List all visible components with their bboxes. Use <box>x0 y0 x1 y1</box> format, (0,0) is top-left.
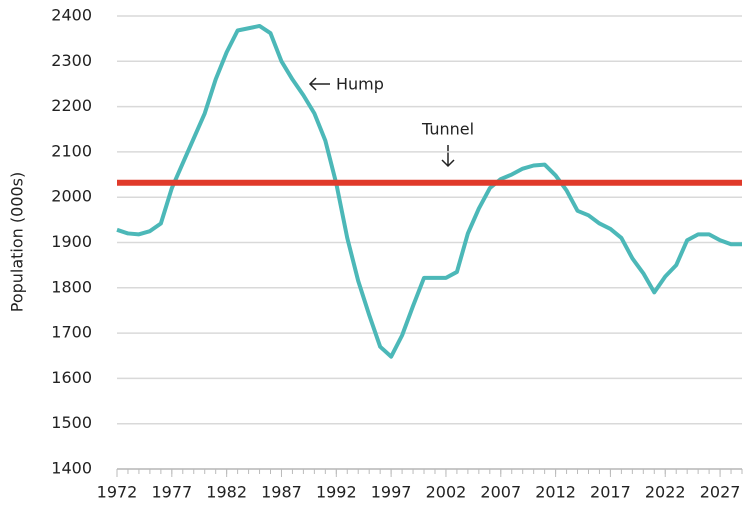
y-axis-label: Population (000s) <box>8 172 27 313</box>
x-tick-label: 1992 <box>316 483 357 502</box>
tunnel-annotation: Tunnel <box>421 120 474 168</box>
y-tick-label: 2300 <box>51 51 92 70</box>
x-tick-label: 1987 <box>261 483 302 502</box>
x-tick-label: 2012 <box>535 483 576 502</box>
annotation: Tunnel <box>421 120 474 139</box>
x-tick-label: 2002 <box>426 483 467 502</box>
y-tick-label: 1500 <box>51 413 92 432</box>
x-tick-label: 2007 <box>480 483 521 502</box>
y-tick-label: 1600 <box>51 368 92 387</box>
arrow-head <box>441 159 455 168</box>
y-tick-label: 1800 <box>51 277 92 296</box>
x-tick-label: 2022 <box>645 483 686 502</box>
y-tick-label: 1900 <box>51 232 92 251</box>
y-tick-label: 2000 <box>51 187 92 206</box>
data-line <box>116 23 742 359</box>
x-tick-label: 1972 <box>97 483 138 502</box>
x-tick-label: 2027 <box>700 483 741 502</box>
x-tick-label: 1997 <box>371 483 412 502</box>
y-tick-label: 1700 <box>51 323 92 342</box>
y-tick-label: 2200 <box>51 96 92 115</box>
arrow-head <box>308 77 317 91</box>
y-tick-label: 2400 <box>51 6 92 25</box>
hump-annotation: Hump <box>308 75 384 94</box>
y-tick-label: 2100 <box>51 141 92 160</box>
x-tick-label: 1977 <box>151 483 192 502</box>
x-tick-label: 1982 <box>206 483 247 502</box>
annotation: Hump <box>336 75 384 94</box>
y-tick-label: 1400 <box>51 459 92 478</box>
x-tick-label: 2017 <box>590 483 631 502</box>
